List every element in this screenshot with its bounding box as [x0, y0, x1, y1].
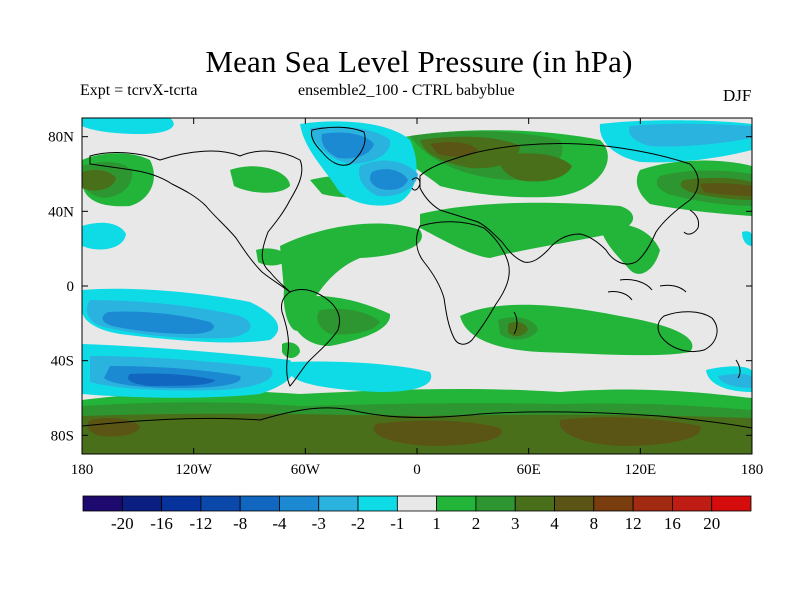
map-plot-area — [82, 118, 752, 454]
contour-fill-antarctic-8c — [87, 418, 140, 437]
coast-nz — [735, 359, 741, 379]
coast-greenland — [311, 126, 366, 166]
colorbar-swatch — [318, 495, 359, 512]
coast-north-america — [89, 150, 303, 293]
colorbar-swatch — [711, 495, 752, 512]
contour-fill-safrica-plus3 — [508, 322, 528, 337]
colorbar-swatch — [593, 495, 634, 512]
lon-label: 120E — [624, 462, 656, 478]
contour-fill-arctic-ne-minus2 — [628, 123, 752, 147]
colorbar-label: -8 — [233, 514, 247, 533]
colorbar-swatch — [672, 495, 713, 512]
contour-fill-africa-plus1 — [420, 202, 634, 258]
colorbar-swatch — [161, 495, 202, 512]
season-label: DJF — [723, 86, 752, 105]
coast-australia — [657, 311, 718, 353]
coast-indonesia — [607, 279, 687, 301]
lat-label: 80S — [51, 428, 74, 444]
colorbar-swatch — [82, 495, 123, 512]
colorbar-label: -12 — [190, 514, 213, 533]
contour-fill-spacific-minus3 — [102, 311, 214, 334]
colorbar-swatch — [475, 495, 516, 512]
contour-fill-iceland-minus3 — [370, 169, 408, 190]
longitude-ticks: 180 120W 60W 0 60E 120E 180 — [71, 118, 764, 478]
contour-fill-arctic-nw-minus1 — [82, 118, 174, 134]
lon-label: 180 — [741, 462, 764, 478]
plot-title: Mean Sea Level Pressure (in hPa) — [205, 44, 633, 79]
colorbar-label: 3 — [511, 514, 520, 533]
colorbar-swatch — [121, 495, 162, 512]
contour-fill-npac-minus1 — [82, 222, 126, 250]
colorbar-label: 2 — [472, 514, 481, 533]
contour-fill-wpac-east-minus1 — [742, 231, 752, 246]
coastlines — [82, 126, 752, 429]
lon-label: 0 — [413, 462, 421, 478]
colorbar-swatch — [239, 495, 280, 512]
colorbar-swatch — [436, 495, 477, 512]
colorbar-swatch — [200, 495, 241, 512]
coast-eurasia — [419, 142, 699, 265]
colorbar-label: 4 — [550, 514, 559, 533]
contour-fill-npac-east-plus3 — [82, 170, 116, 191]
contour-fill-samerica-plus1 — [280, 223, 422, 331]
colorbar-label: 1 — [432, 514, 441, 533]
coast-africa — [416, 221, 510, 345]
lon-label: 120W — [175, 462, 213, 478]
colorbar-swatch — [632, 495, 673, 512]
lat-label: 0 — [67, 279, 75, 295]
latitude-ticks: 80N 40N 0 40S 80S — [48, 130, 752, 444]
colorbar-label: 8 — [590, 514, 599, 533]
contour-fill-brazil-plus2 — [317, 308, 380, 335]
colorbar-label: 12 — [625, 514, 642, 533]
contour-fill-antarctic-8b — [559, 417, 701, 446]
colorbar-swatch — [357, 495, 398, 512]
lat-label: 80N — [48, 130, 74, 146]
lon-label: 60E — [517, 462, 541, 478]
contour-fill-siberia-plus3 — [499, 153, 572, 182]
lat-label: 40S — [51, 354, 74, 370]
coast-antarctica — [82, 407, 752, 429]
colorbar-label: 20 — [703, 514, 720, 533]
colorbar-label: -20 — [111, 514, 134, 533]
contour-fill-indian-south-minus2 — [718, 373, 752, 388]
colorbar-label: -16 — [150, 514, 173, 533]
lon-label: 60W — [291, 462, 321, 478]
left-string: Expt = tcrvX-tcrta — [80, 82, 198, 99]
colorbar-label: -4 — [272, 514, 287, 533]
lon-label: 180 — [71, 462, 94, 478]
coast-japan — [683, 209, 699, 235]
colorbar-label: 16 — [664, 514, 681, 533]
contour-fill-wpac-plus1 — [600, 224, 660, 274]
colorbar-label: -2 — [351, 514, 365, 533]
contour-fill-mexico-plus1 — [256, 248, 290, 266]
center-string: ensemble2_100 - CTRL babyblue — [298, 82, 515, 99]
contour-fill-atlantic-south-minus1 — [290, 361, 432, 392]
contour-fill-samerica-small — [282, 342, 300, 358]
contour-fill-npac-west-plus4 — [700, 183, 752, 196]
colorbar-swatch — [396, 495, 438, 512]
contour-fill-eurasia-plus4 — [430, 142, 478, 157]
colorbar-swatch — [279, 495, 320, 512]
contour-fill-spacific-south-minus4 — [128, 373, 215, 386]
coast-madagascar — [513, 311, 518, 335]
coast-south-america — [281, 289, 341, 387]
colorbar-label: -3 — [312, 514, 326, 533]
coast-uk — [411, 177, 421, 191]
contour-fill-antarctic-8 — [373, 420, 502, 446]
colorbar-swatch — [514, 495, 555, 512]
contour-fill-canada-plus1 — [242, 166, 268, 185]
colorbar-swatch — [554, 495, 595, 512]
colorbar: -20 -16 -12 -8 -4 -3 -2 -1 1 2 3 4 8 12 16 20 — [82, 495, 752, 533]
contour-fill-indian-plus1 — [460, 304, 693, 356]
lat-label: 40N — [48, 204, 74, 220]
colorbar-label: -1 — [390, 514, 404, 533]
